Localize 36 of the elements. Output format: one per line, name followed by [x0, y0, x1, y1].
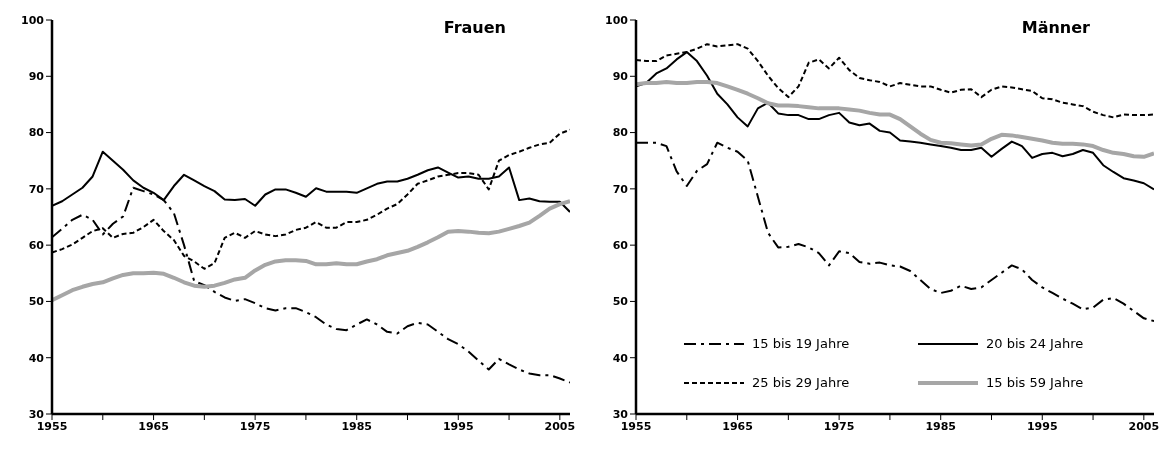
y-tick-label: 40: [28, 351, 45, 365]
y-tick-label: 60: [28, 239, 45, 253]
line-series: [52, 199, 570, 303]
x-tick-label: 2005: [1128, 419, 1160, 433]
y-tick-label: 70: [28, 182, 45, 196]
x-tick-label: 1955: [620, 419, 652, 433]
x-tick-label: 1975: [239, 419, 271, 433]
y-tick-label: 90: [612, 70, 629, 84]
y-tick-label: 30: [28, 407, 45, 421]
y-tick-label: 40: [612, 351, 629, 365]
x-tick-label: 1985: [341, 419, 373, 433]
legend-label: 25 bis 29 Jahre: [752, 375, 850, 390]
y-tick-label: 30: [612, 407, 629, 421]
y-tick-label: 100: [21, 13, 45, 27]
x-tick-label: 1965: [138, 419, 169, 433]
y-tick-label: 100: [605, 13, 629, 27]
legend-label: 15 bis 19 Jahre: [752, 336, 850, 351]
y-tick-label: 60: [612, 239, 629, 253]
y-tick-label: 90: [28, 70, 45, 84]
chart-title: Frauen: [443, 18, 506, 37]
chart-title: Männer: [1021, 18, 1090, 37]
line-series: [636, 79, 1154, 159]
x-tick-label: 1975: [823, 419, 855, 433]
x-tick-label: 2005: [544, 419, 576, 433]
x-tick-label: 1995: [442, 419, 474, 433]
y-tick-label: 70: [612, 182, 629, 196]
x-tick-label: 1955: [36, 419, 68, 433]
legend-label: 15 bis 59 Jahre: [986, 375, 1084, 390]
y-tick-label: 80: [28, 126, 45, 140]
legend-label: 20 bis 24 Jahre: [986, 336, 1084, 351]
y-tick-label: 50: [28, 295, 45, 309]
x-tick-label: 1965: [722, 419, 753, 433]
y-tick-label: 80: [612, 126, 629, 140]
y-tick-label: 50: [612, 295, 629, 309]
x-tick-label: 1985: [925, 419, 957, 433]
x-tick-label: 1995: [1026, 419, 1058, 433]
